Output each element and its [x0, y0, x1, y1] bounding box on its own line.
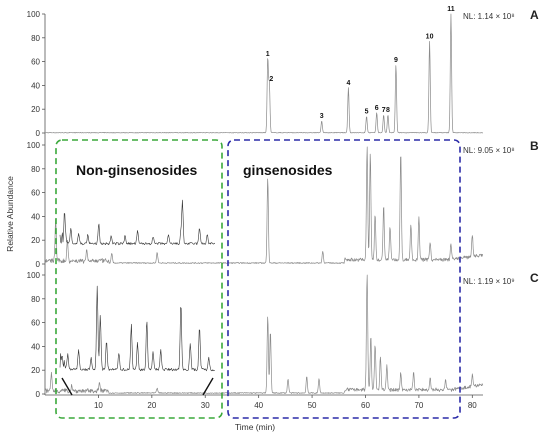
peak-label: 2 — [269, 76, 273, 83]
panel-a-letter: A — [530, 8, 539, 22]
x-tick-label: 80 — [468, 401, 477, 410]
trace-layer — [44, 13, 484, 394]
inset-c-trace — [59, 285, 215, 372]
y-tick-label: 40 — [31, 342, 40, 351]
peak-label: 3 — [320, 113, 324, 120]
panel-a-trace — [44, 13, 484, 134]
zoom-guide-left — [61, 377, 73, 396]
y-tick-label: 100 — [27, 141, 41, 150]
y-tick-label: 80 — [31, 165, 40, 174]
y-tick-label: 0 — [36, 260, 41, 269]
y-tick-label: 100 — [27, 10, 41, 19]
y-tick-label: 60 — [31, 319, 40, 328]
x-tick-labels: 10 20 30 40 50 60 70 80 — [94, 395, 477, 410]
panel-c-letter: C — [530, 271, 539, 285]
peak-label-layer: 1 2 3 4 56 7 8 9 10 11 — [266, 6, 455, 120]
x-tick-label: 10 — [94, 401, 103, 410]
x-tick-label: 60 — [361, 401, 370, 410]
ginsenosides-box — [227, 139, 461, 419]
y-tick-label: 80 — [31, 34, 40, 43]
peak-label: 4 — [346, 80, 350, 87]
peak-label: 9 — [394, 57, 398, 64]
peak-label: 10 — [426, 33, 434, 40]
non-ginsenosides-box — [55, 139, 223, 419]
panel-c-nl: NL: 1.19 × 10⁹ — [463, 277, 515, 286]
peak-label: 7 — [382, 107, 386, 114]
x-tick-label: 20 — [147, 401, 156, 410]
inset-b-trace — [59, 199, 216, 246]
peak-label: 1 — [266, 51, 270, 58]
panel-c-trace — [44, 274, 484, 394]
y-tick-labels: 0 20 40 60 80 100 0 20 40 60 80 100 0 20 40 60 80 100 — [27, 10, 45, 399]
y-tick-label: 100 — [27, 271, 41, 280]
peak-label: 8 — [386, 107, 390, 114]
y-axis-title: Relative Abundance — [5, 176, 15, 252]
y-tick-label: 80 — [31, 295, 40, 304]
zoom-guide-right — [202, 377, 214, 396]
ginsenosides-label: ginsenosides — [243, 162, 333, 178]
y-tick-label: 60 — [31, 58, 40, 67]
y-tick-label: 20 — [31, 236, 40, 245]
x-tick-label: 50 — [308, 401, 317, 410]
panel-b-nl: NL: 9.05 × 10⁸ — [463, 146, 515, 155]
peak-label: 11 — [447, 6, 455, 13]
y-tick-label: 40 — [31, 212, 40, 221]
y-tick-label: 0 — [36, 129, 41, 138]
y-tick-label: 0 — [36, 390, 41, 399]
panel-b-letter: B — [530, 139, 539, 153]
inset-layer — [59, 199, 216, 372]
panel-a-nl: NL: 1.14 × 10⁸ — [463, 12, 515, 21]
non-ginsenosides-label: Non-ginsenosides — [76, 162, 198, 178]
y-tick-label: 20 — [31, 366, 40, 375]
x-tick-label: 30 — [201, 401, 210, 410]
y-tick-label: 40 — [31, 81, 40, 90]
peak-label: 5 — [365, 108, 369, 115]
panel-b-trace — [44, 146, 484, 264]
x-tick-label: 70 — [414, 401, 423, 410]
y-tick-label: 60 — [31, 189, 40, 198]
x-tick-label: 40 — [254, 401, 263, 410]
y-tick-label: 20 — [31, 105, 40, 114]
peak-label: 6 — [375, 105, 379, 112]
x-axis-title: Time (min) — [235, 422, 275, 432]
